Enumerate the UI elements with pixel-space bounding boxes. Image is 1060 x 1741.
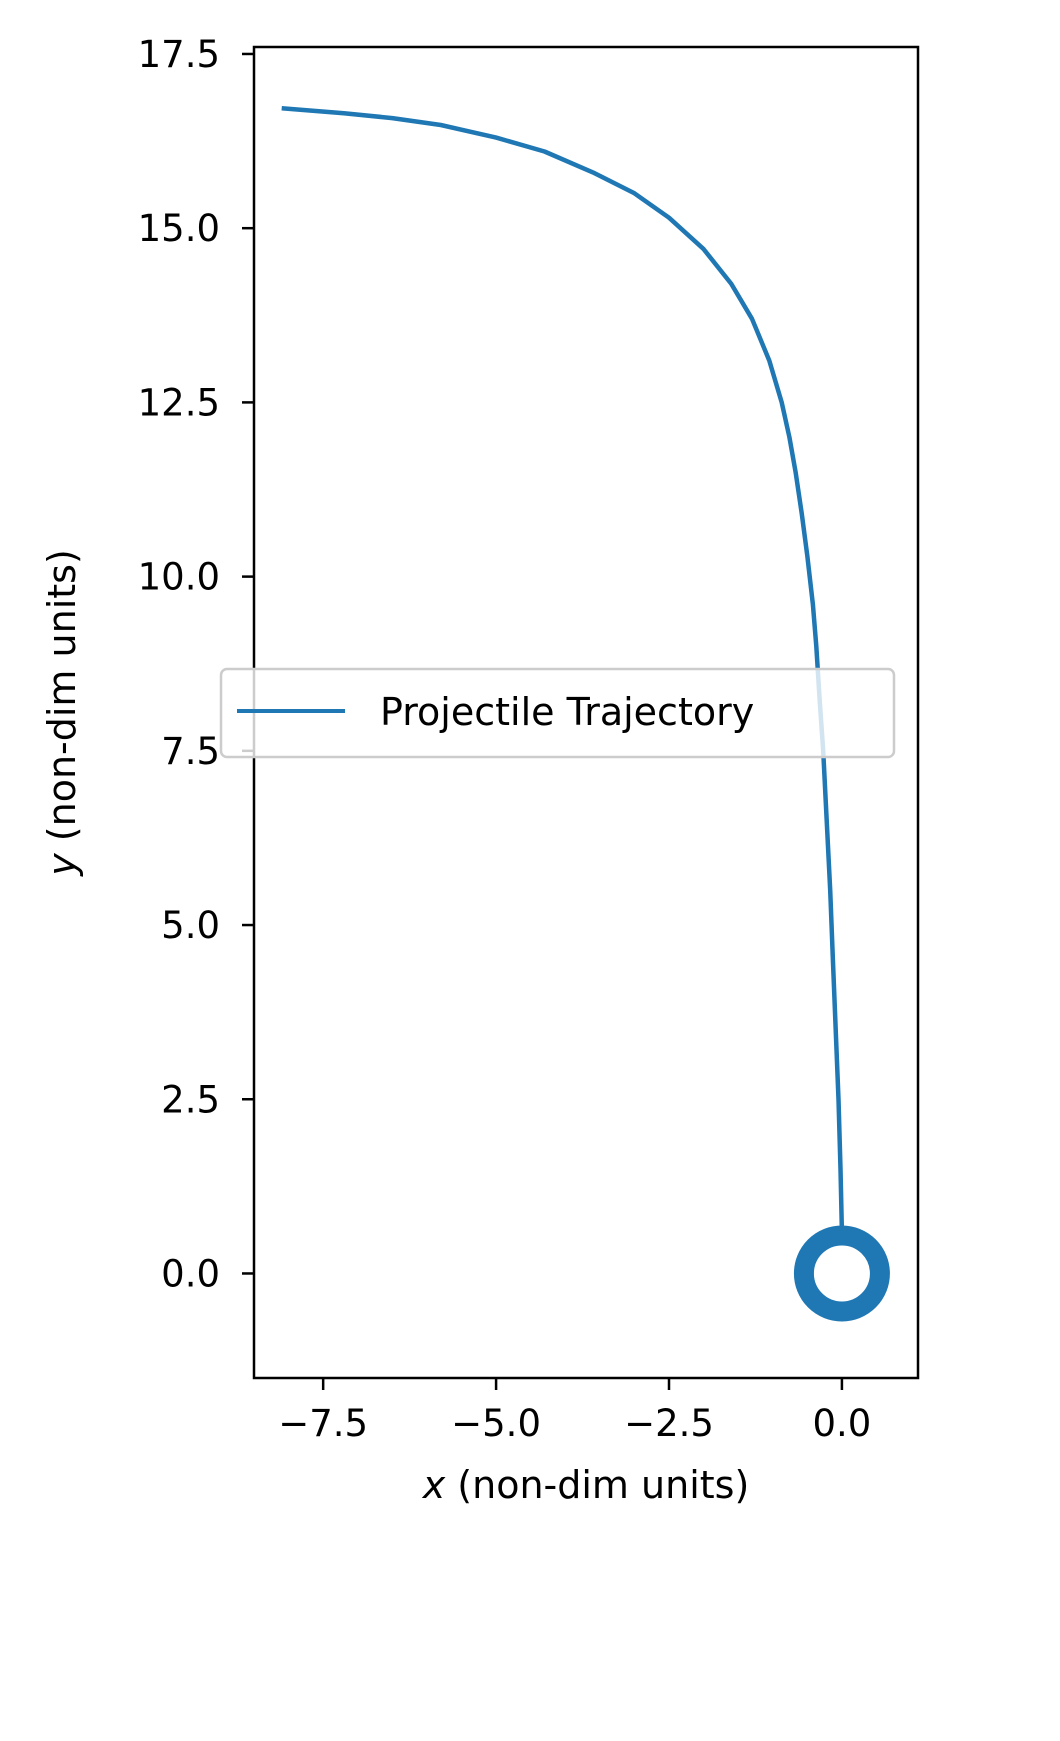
x-tick-label: −2.5 (624, 1402, 714, 1445)
series-line-projectile-trajectory (281, 106, 845, 1232)
series-layer (281, 106, 890, 1322)
x-axis-ticks: −7.5 −5.0 −2.5 0.0 (278, 1378, 871, 1445)
y-tick-label: 7.5 (161, 730, 220, 773)
origin-marker (793, 1225, 890, 1322)
x-tick-label: −7.5 (278, 1402, 368, 1445)
y-axis-label-rest: (non-dim units) (40, 549, 84, 853)
legend-label-projectile-trajectory: Projectile Trajectory (380, 690, 754, 734)
y-axis-label-var: y (40, 853, 84, 877)
x-axis-label-var: x (422, 1463, 446, 1507)
y-tick-label: 17.5 (138, 33, 220, 76)
legend-box (219, 667, 896, 759)
x-axis-label: x (non-dim units) (422, 1463, 750, 1507)
x-tick-label: 0.0 (812, 1402, 871, 1445)
y-tick-label: 10.0 (138, 556, 220, 599)
y-tick-label: 5.0 (161, 904, 220, 947)
y-tick-label: 15.0 (138, 207, 220, 250)
x-axis-label-rest: (non-dim units) (445, 1463, 749, 1507)
y-tick-label: 2.5 (161, 1078, 220, 1121)
legend: Projectile Trajectory (219, 667, 896, 759)
y-axis-ticks: 0.0 2.5 5.0 7.5 10.0 12.5 15.0 17.5 (138, 33, 254, 1295)
y-tick-label: 12.5 (138, 381, 220, 424)
y-axis-label: y (non-dim units) (40, 549, 84, 877)
x-tick-label: −5.0 (451, 1402, 541, 1445)
y-tick-label: 0.0 (161, 1252, 220, 1295)
